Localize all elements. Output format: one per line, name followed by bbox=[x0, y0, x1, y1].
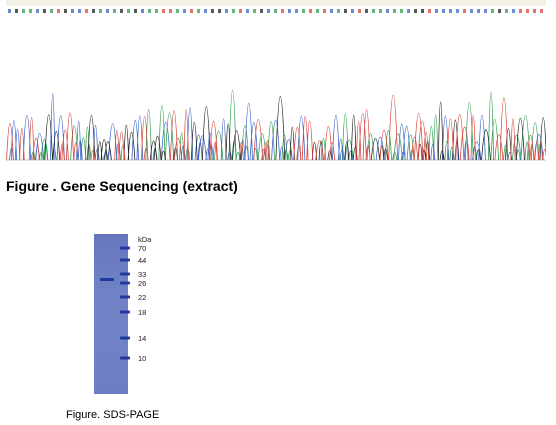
marker-label: 44 bbox=[138, 256, 146, 265]
marker-band bbox=[120, 246, 130, 250]
marker-label: 14 bbox=[138, 334, 146, 343]
sequencing-caption: Figure . Gene Sequencing (extract) bbox=[6, 178, 238, 194]
gel-unit-label: kDa bbox=[138, 235, 152, 244]
trace-a bbox=[30, 90, 540, 161]
marker-label: 10 bbox=[138, 354, 146, 363]
marker-band bbox=[120, 310, 130, 314]
marker-band bbox=[120, 295, 130, 299]
marker-band bbox=[120, 258, 130, 262]
marker-label: 70 bbox=[138, 244, 146, 253]
marker-band bbox=[120, 272, 130, 276]
chromatogram bbox=[6, 0, 546, 166]
sample-band bbox=[100, 278, 114, 281]
marker-band bbox=[120, 281, 130, 285]
marker-band bbox=[120, 356, 130, 360]
marker-band bbox=[120, 336, 130, 340]
sds-page-gel: kDa 70 44 33 26 22 18 14 10 bbox=[94, 234, 174, 396]
marker-label: 22 bbox=[138, 293, 146, 302]
chromatogram-trace bbox=[6, 0, 546, 161]
marker-label: 33 bbox=[138, 270, 146, 279]
marker-label: 18 bbox=[138, 308, 146, 317]
marker-label: 26 bbox=[138, 279, 146, 288]
gel-lane-shade bbox=[94, 234, 128, 394]
gel-caption: Figure. SDS-PAGE bbox=[66, 409, 160, 421]
trace-t bbox=[6, 94, 546, 161]
